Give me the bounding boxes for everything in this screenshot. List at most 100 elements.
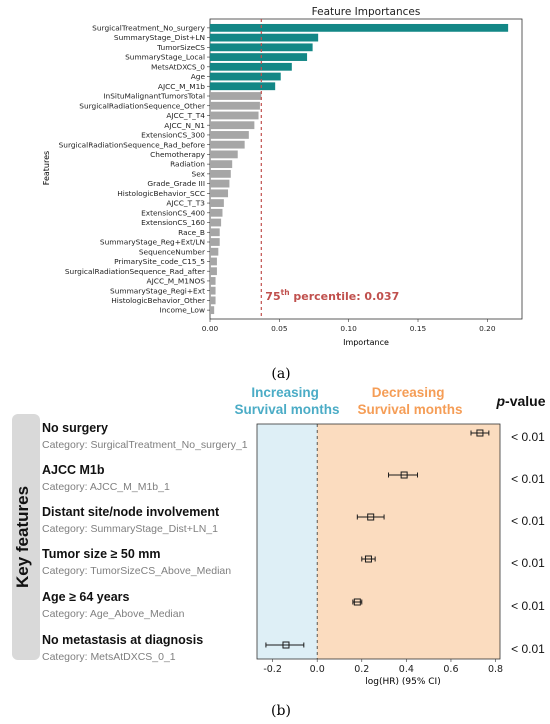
key-features-bar: [12, 414, 40, 660]
category-label-1: SummaryStage_Dist+LN: [114, 33, 205, 42]
bar-9: [210, 111, 259, 120]
bar-10: [210, 121, 255, 130]
xtick-label-4: 0.20: [479, 324, 496, 333]
feature-name: Age ≥ 64 years: [42, 590, 130, 604]
panel-a-label: (a): [271, 366, 290, 382]
bar-0: [210, 23, 509, 32]
feature-row: Age ≥ 64 years Category: Age_Above_Median…: [42, 590, 545, 620]
feature-name: No metastasis at diagnosis: [42, 633, 203, 647]
feature-category: Category: SummaryStage_Dist+LN_1: [42, 523, 218, 535]
feature-name: No surgery: [42, 421, 108, 435]
category-label-13: Chemotherapy: [150, 150, 206, 159]
bar-12: [210, 140, 245, 149]
feature-row: Tumor size ≥ 50 mm Category: TumorSizeCS_…: [42, 547, 545, 577]
estimate-marker: [364, 555, 372, 563]
bar-11: [210, 131, 249, 139]
category-label-20: ExtensionCS_160: [141, 218, 205, 227]
category-label-16: Grade_Grade III: [147, 179, 205, 188]
xtick-label-2: 0.10: [340, 324, 357, 333]
feature-name: Distant site/node involvement: [42, 505, 220, 519]
feature-category: Category: Age_Above_Median: [42, 608, 185, 620]
estimate-marker: [367, 513, 375, 521]
bar-21: [210, 228, 220, 237]
category-label-19: ExtensionCS_400: [141, 208, 205, 217]
bar-24: [210, 257, 217, 266]
estimate-marker: [476, 429, 484, 437]
forest-plot-chart: Key features Increasing Survival months …: [12, 385, 546, 687]
pvalue-header-rest: -value: [505, 393, 546, 409]
feature-category: Category: SurgicalTreatment_No_surgery_1: [42, 439, 248, 451]
feature-row: No surgery Category: SurgicalTreatment_No…: [42, 421, 545, 451]
feature-name: AJCC M1b: [42, 463, 105, 477]
chart-b-axes-frame: [256, 423, 501, 660]
category-label-29: Income_Low: [160, 306, 205, 315]
category-label-14: Radiation: [170, 160, 205, 169]
category-label-4: MetsAtDXCS_0: [151, 62, 205, 71]
increasing-label-line2: Survival months: [234, 402, 339, 417]
xtick-b-label-4: 0.6: [443, 664, 458, 675]
bar-16: [210, 179, 230, 188]
xtick-b-label-0: -0.2: [263, 664, 282, 675]
bar-23: [210, 247, 219, 256]
pvalue-header: p-value: [495, 393, 545, 409]
bar-6: [210, 82, 276, 91]
increasing-survival-region: [257, 424, 318, 659]
category-label-9: AJCC_T_T4: [166, 111, 205, 120]
feature-row: AJCC M1b Category: AJCC_M_M1b_1 < 0.01: [42, 463, 545, 493]
category-label-8: SurgicalRadiationSequence_Other: [79, 101, 206, 110]
decreasing-label: Decreasing Survival months: [357, 385, 462, 417]
feature-category: Category: MetsAtDXCS_0_1: [42, 651, 176, 663]
category-label-28: HistologicBehavior_Other: [111, 296, 206, 305]
p-value: < 0.01: [511, 430, 545, 444]
estimate-marker: [353, 598, 361, 606]
bar-25: [210, 267, 217, 276]
category-label-22: SummaryStage_Reg+Ext/LN: [100, 238, 205, 247]
bar-3: [210, 53, 308, 61]
p-value: < 0.01: [511, 556, 545, 570]
feature-category: Category: TumorSizeCS_Above_Median: [42, 565, 231, 577]
bar-22: [210, 238, 220, 246]
bar-29: [210, 306, 215, 315]
decreasing-label-line1: Decreasing: [372, 385, 445, 400]
bar-19: [210, 208, 223, 217]
xtick-b-label-2: 0.2: [354, 664, 369, 675]
category-label-27: SummaryStage_Regi+Ext: [110, 286, 205, 295]
bar-4: [210, 62, 292, 71]
bar-26: [210, 277, 216, 285]
decreasing-label-line2: Survival months: [357, 402, 462, 417]
xtick-label-3: 0.15: [410, 324, 427, 333]
category-label-23: SequenceNumber: [139, 247, 206, 256]
feature-row: No metastasis at diagnosis Category: Mets…: [42, 633, 545, 663]
category-label-11: ExtensionCS_300: [141, 131, 205, 140]
category-label-18: AJCC_T_T3: [166, 199, 205, 208]
category-label-3: SummaryStage_Local: [125, 53, 205, 62]
threshold-label-sup: th: [281, 288, 290, 297]
estimate-marker: [400, 471, 408, 479]
threshold-label-prefix: 75: [265, 290, 280, 303]
bar-20: [210, 218, 222, 227]
bar-5: [210, 72, 281, 81]
chart-b-xlabel: log(HR) (95% CI): [365, 677, 440, 687]
category-label-5: Age: [191, 72, 206, 81]
increasing-label-line1: Increasing: [251, 385, 319, 400]
bar-1: [210, 33, 319, 42]
bar-15: [210, 169, 231, 178]
bar-28: [210, 296, 216, 305]
estimate-marker: [282, 641, 290, 649]
xtick-label-0: 0.00: [202, 324, 219, 333]
bar-14: [210, 160, 233, 169]
bar-8: [210, 101, 260, 110]
xtick-b-label-1: 0.0: [310, 664, 325, 675]
chart-a-xlabel: Importance: [343, 338, 389, 347]
category-label-24: PrimarySite_code_C15_5: [114, 257, 205, 266]
threshold-label: 75th percentile: 0.037: [265, 288, 399, 303]
category-label-7: InSituMalignantTumorsTotal: [103, 92, 205, 101]
category-label-2: TumorSizeCS: [156, 43, 205, 52]
category-label-25: SurgicalRadiationSequence_Rad_after: [65, 267, 206, 276]
pvalue-header-italic: p: [495, 393, 505, 409]
decreasing-survival-region: [317, 424, 500, 659]
bar-2: [210, 43, 313, 52]
chart-a-title: Feature Importances: [312, 6, 421, 18]
p-value: < 0.01: [511, 599, 545, 613]
